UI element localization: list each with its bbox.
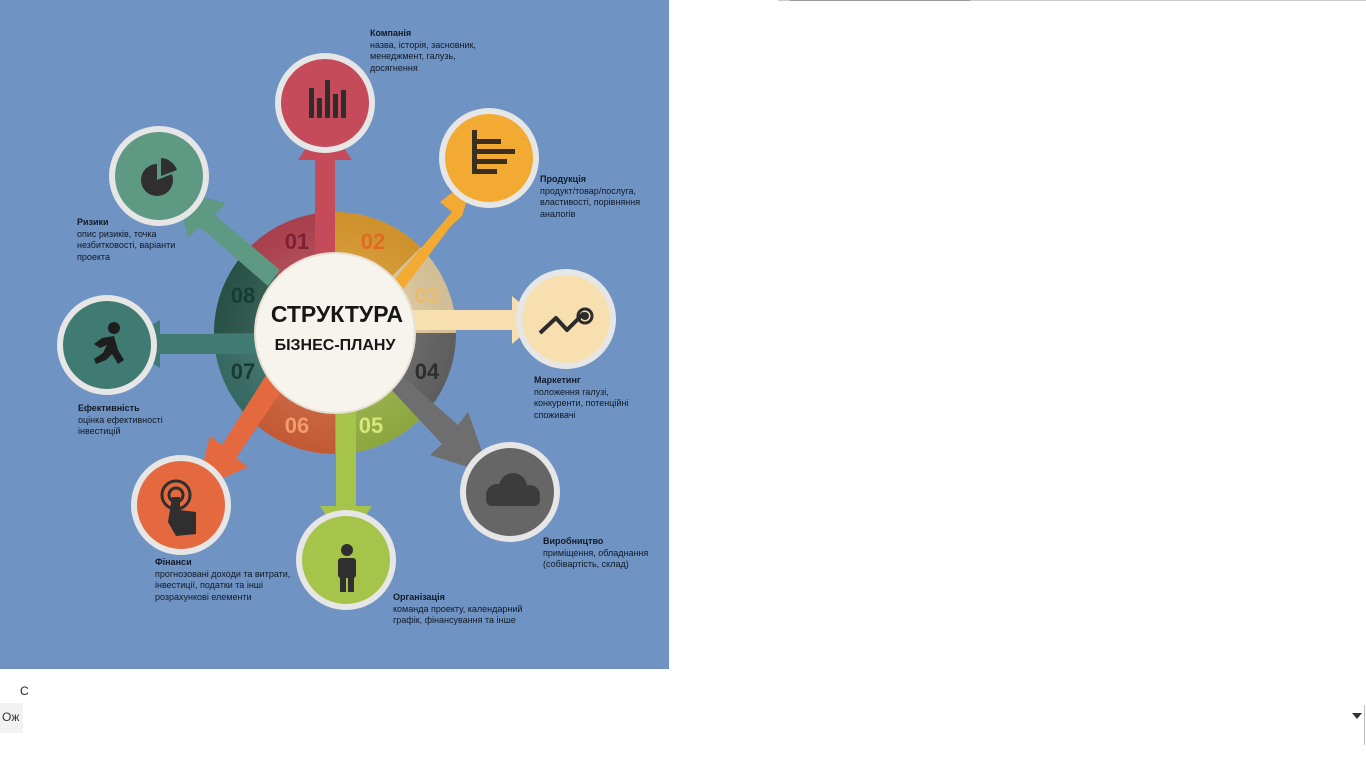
status-bar-text: Ож	[2, 710, 20, 724]
caption-01: Компанія назва, історія, засновник, мене…	[370, 28, 476, 74]
caption-05-title: Організація	[393, 592, 445, 602]
caption-05: Організація команда проекту, календарний…	[393, 592, 522, 627]
pie-chart-icon	[141, 158, 177, 196]
caption-08-line1: опис ризиків, точка	[77, 228, 157, 239]
caption-07-line1: оцінка ефективності	[78, 414, 163, 425]
icon-circle-01	[275, 53, 375, 153]
caption-08-title: Ризики	[77, 217, 109, 227]
icon-circle-06	[131, 455, 231, 555]
caption-03-line2: конкуренти, потенційні	[534, 398, 629, 408]
arrow-04	[387, 372, 490, 474]
center-title-line1: СТРУКТУРА	[271, 301, 403, 327]
caption-03-line1: положення галузі,	[534, 386, 609, 397]
caption-01-title: Компанія	[370, 28, 412, 38]
center-disc: СТРУКТУРА БІЗНЕС-ПЛАНУ	[254, 252, 416, 414]
icon-circle-08	[109, 126, 209, 226]
structure-diagram: 01 02 03 04 05 06 07 08 СТРУКТУРА БІЗНЕС…	[57, 53, 616, 610]
caption-07-title: Ефективність	[78, 403, 140, 413]
status-stub-text: С	[20, 684, 29, 698]
segment-02-number: 02	[361, 229, 385, 254]
arrow-01	[298, 120, 352, 275]
caption-01-line3: досягнення	[370, 62, 418, 73]
caption-06-line2: інвестиції, податки та інші	[155, 580, 264, 590]
caption-03: Маркетинг положення галузі, конкуренти, …	[534, 375, 628, 421]
segment-04-number: 04	[415, 359, 440, 384]
arrow-05	[320, 392, 372, 546]
caption-08-line2: незбитковості, варіанти	[77, 240, 176, 250]
icon-circle-04	[460, 442, 560, 542]
segment-06-number: 06	[285, 413, 309, 438]
caption-04-title: Виробництво	[543, 536, 604, 546]
center-title-line2: БІЗНЕС-ПЛАНУ	[275, 337, 397, 354]
caption-04-line2: (собівартість, склад)	[543, 559, 629, 569]
caption-03-title: Маркетинг	[534, 375, 581, 385]
list-chart-icon	[472, 130, 515, 174]
caption-06: Фінанси прогнозовані доходи та витрати, …	[155, 557, 290, 603]
bar-chart-icon	[309, 80, 346, 118]
running-man-icon	[94, 322, 124, 364]
arrow-06	[196, 372, 285, 490]
icon-circle-07	[57, 295, 157, 395]
top-divider-1	[778, 0, 790, 1]
caption-01-line1: назва, історія, засновник,	[370, 39, 476, 50]
caption-06-line3: розрахункові елементи	[155, 591, 252, 602]
status-left-stripe	[0, 703, 23, 733]
segment-08-number: 08	[231, 283, 255, 308]
caption-05-line1: команда проекту, календарний	[393, 603, 523, 614]
icon-circle-05	[296, 510, 396, 610]
arrow-08	[175, 190, 280, 286]
caption-06-title: Фінанси	[155, 557, 192, 567]
dropdown-arrow-icon[interactable]	[1352, 713, 1362, 719]
business-plan-infographic: 01 02 03 04 05 06 07 08 СТРУКТУРА БІЗНЕС…	[0, 0, 669, 669]
caption-02-line1: продукт/товар/послуга,	[540, 185, 637, 196]
caption-05-line2: графік, фінансування та інше	[393, 615, 516, 625]
trend-line-icon	[538, 307, 594, 335]
top-divider-3	[970, 0, 1366, 1]
segment-05-number: 05	[359, 413, 383, 438]
segment-07-number: 07	[231, 359, 255, 384]
caption-04: Виробництво приміщення, обладнання (собі…	[543, 536, 648, 571]
caption-04-line1: приміщення, обладнання	[543, 547, 649, 558]
icon-circle-02	[439, 108, 539, 208]
caption-02-title: Продукція	[540, 174, 586, 184]
caption-07-line2: інвестицій	[78, 426, 121, 436]
segment-03-number: 03	[415, 283, 439, 308]
arrow-03	[410, 296, 540, 344]
caption-02-line2: властивості, порівняння	[540, 197, 641, 207]
touch-target-icon	[160, 479, 196, 536]
scroll-edge	[1364, 705, 1365, 745]
caption-01-line2: менеджмент, галузь,	[370, 51, 456, 61]
arrow-02	[387, 175, 475, 296]
caption-02: Продукція продукт/товар/послуга, властив…	[540, 174, 640, 220]
icon-circle-03	[516, 269, 616, 369]
caption-06-line1: прогнозовані доходи та витрати,	[155, 568, 291, 579]
caption-02-line3: аналогів	[540, 208, 576, 219]
caption-03-line3: споживачі	[534, 409, 576, 420]
segment-01-number: 01	[285, 229, 309, 254]
top-divider-2	[790, 0, 970, 1]
caption-08: Ризики опис ризиків, точка незбитковості…	[77, 217, 175, 263]
cloud-icon	[486, 473, 540, 506]
caption-08-line3: проекта	[77, 251, 110, 262]
person-icon	[338, 544, 356, 592]
segment-numbers: 01 02 03 04 05 06 07 08	[231, 229, 440, 438]
caption-07: Ефективність оцінка ефективності інвести…	[78, 403, 163, 438]
